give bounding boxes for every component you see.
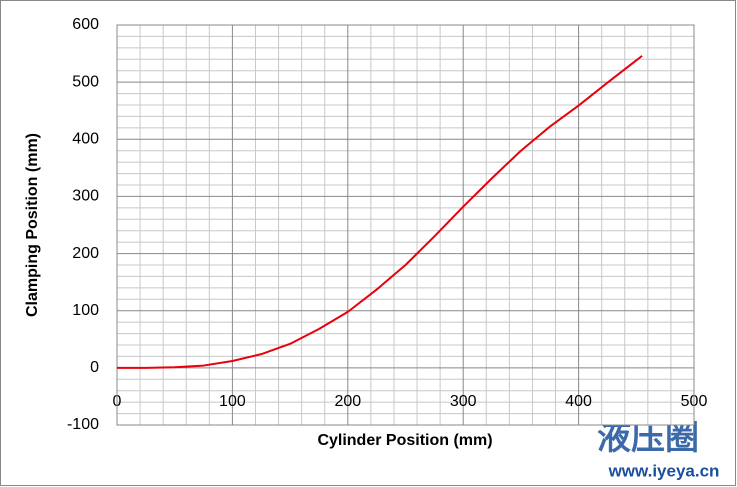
y-tick-label: 400: [72, 131, 99, 148]
x-tick-label: 300: [450, 393, 477, 410]
y-axis-title: Clamping Position (mm): [24, 133, 41, 317]
y-tick-label: -100: [67, 416, 99, 433]
x-tick-label: 400: [565, 393, 592, 410]
plot-area: [117, 25, 694, 425]
y-tick-label: 500: [72, 73, 99, 90]
x-tick-label: 200: [334, 393, 361, 410]
watermark-url: www.iyeya.cn: [608, 461, 720, 480]
y-tick-label: 600: [72, 16, 99, 33]
x-axis-title: Cylinder Position (mm): [317, 432, 492, 449]
x-tick-label: 100: [219, 393, 246, 410]
y-tick-label: 100: [72, 302, 99, 319]
plot-border: [116, 24, 695, 426]
y-tick-label: 0: [90, 359, 99, 376]
data-line: [117, 55, 643, 369]
y-tick-label: 300: [72, 188, 99, 205]
y-tick-label: 200: [72, 245, 99, 262]
